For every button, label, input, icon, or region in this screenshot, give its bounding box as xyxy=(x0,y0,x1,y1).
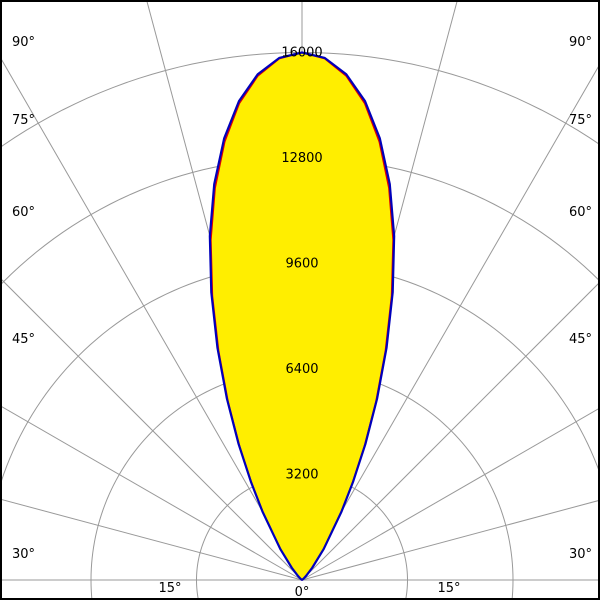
radial-label-12800: 12800 xyxy=(281,151,322,166)
angle-label-left-45: 45° xyxy=(12,332,35,347)
radial-label-9600: 9600 xyxy=(285,257,318,272)
grid-ray-right-60 xyxy=(301,408,598,581)
radial-label-16000: 16000 xyxy=(281,46,322,61)
beam-fill xyxy=(209,52,395,580)
angle-label-left-75: 75° xyxy=(12,113,35,128)
angle-label-right-30: 30° xyxy=(569,547,592,562)
angle-label-zero: 0° xyxy=(295,585,310,600)
beam-fill-region xyxy=(209,52,395,580)
grid-ray-right-30 xyxy=(301,66,598,581)
grid-ray-left-60 xyxy=(2,406,303,581)
angle-label-right-75: 75° xyxy=(569,113,592,128)
radial-tick-labels: 3200 6400 9600 12800 16000 xyxy=(281,46,322,483)
angle-label-left-15: 15° xyxy=(158,581,181,596)
angle-tick-labels: 90° 90° 75° 75° 60° 60° 45° 45° 30° 30° 15° 15° 0° xyxy=(12,35,592,600)
angle-label-right-90: 90° xyxy=(569,35,592,50)
angle-label-left-90: 90° xyxy=(12,35,35,50)
angle-label-left-60: 60° xyxy=(12,205,35,220)
angle-label-left-30: 30° xyxy=(12,547,35,562)
grid-ray-left-45 xyxy=(2,279,303,581)
angle-label-right-15: 15° xyxy=(437,581,460,596)
angle-label-right-45: 45° xyxy=(569,332,592,347)
grid-ray-left-30 xyxy=(2,59,303,581)
radial-label-3200: 3200 xyxy=(285,468,318,483)
radial-label-6400: 6400 xyxy=(285,362,318,377)
curve-c0-c180 xyxy=(208,51,396,582)
grid-ray-right-45 xyxy=(301,283,598,581)
angle-label-right-60: 60° xyxy=(569,205,592,220)
grid-ray-left-75 xyxy=(2,499,303,581)
intensity-curves xyxy=(208,51,396,582)
grid-ray-right-75 xyxy=(301,500,598,581)
